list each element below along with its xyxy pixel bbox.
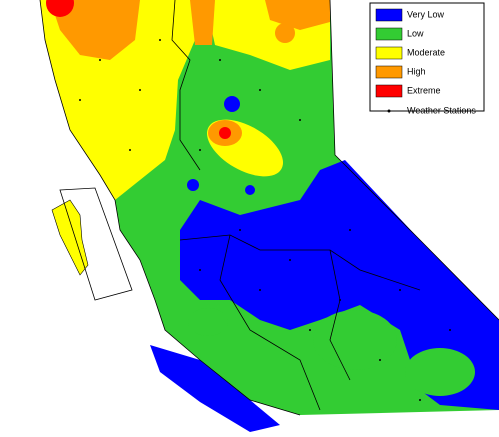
legend-swatch [375, 84, 403, 98]
low-zone [405, 348, 475, 396]
region-outline [59, 187, 133, 301]
low-zone [188, 308, 228, 336]
fire-danger-map [39, 0, 499, 432]
very-low-zone [150, 345, 280, 432]
high-zone [50, 0, 140, 60]
legend-label: Low [407, 28, 424, 38]
border [329, 0, 499, 321]
region-border [171, 0, 201, 171]
legend-swatch [375, 8, 403, 22]
legend-swatch [375, 65, 403, 79]
extreme-zone [219, 127, 231, 139]
very-low-zone [187, 179, 199, 191]
high-zone [190, 0, 215, 45]
legend-label: High [407, 66, 426, 76]
legend-label: Moderate [407, 47, 445, 57]
legend-label: Very Low [407, 9, 445, 19]
high-zone [265, 0, 330, 30]
island [51, 199, 89, 276]
region-border [179, 234, 421, 291]
very-low-zone [245, 185, 255, 195]
legend-swatch [375, 27, 403, 41]
legend-station-dot [387, 109, 391, 113]
region-border [219, 234, 321, 411]
extreme-zone [46, 0, 74, 17]
low-zone [313, 310, 397, 370]
region-border [329, 249, 351, 381]
very-low-zone [180, 160, 499, 410]
legend: Very Low Low Moderate High Extreme Weather St… [369, 2, 485, 115]
legend-label: Extreme [407, 85, 441, 95]
high-zone [275, 23, 295, 43]
weather-stations [79, 39, 451, 401]
legend-swatch [375, 46, 403, 60]
legend-label: Weather Stations [407, 105, 476, 115]
coast [39, 0, 301, 416]
very-low-zone [224, 96, 240, 112]
